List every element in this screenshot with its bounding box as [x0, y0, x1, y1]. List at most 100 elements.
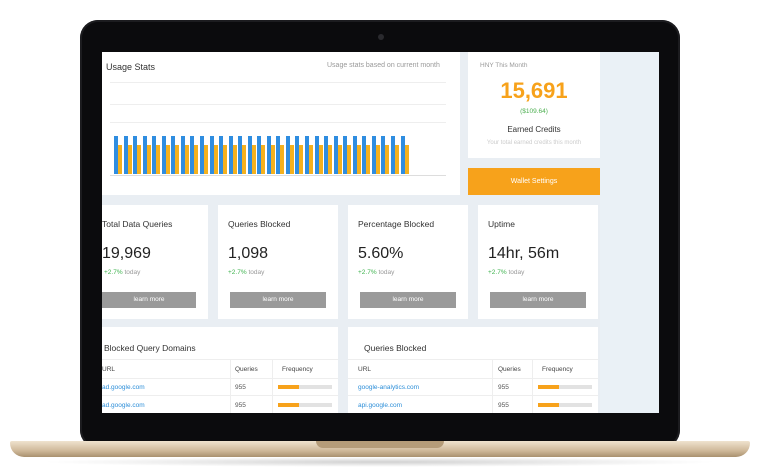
- laptop-base: [10, 441, 750, 457]
- usage-bar-primary: [161, 136, 166, 174]
- usage-bar-primary: [390, 136, 395, 174]
- column-header-frequency[interactable]: Frequency: [542, 366, 573, 373]
- column-header-queries[interactable]: Queries: [498, 366, 521, 373]
- row-url-link[interactable]: google-analytics.com: [358, 384, 420, 391]
- column-header-url[interactable]: URL: [358, 366, 372, 373]
- learn-more-button[interactable]: learn more: [102, 292, 196, 308]
- usage-bar-primary: [257, 136, 262, 174]
- stat-name: Queries Blocked: [228, 219, 291, 229]
- usage-bar-secondary: [203, 145, 208, 174]
- row-queries: 955: [498, 402, 509, 409]
- blocked-query-domains-table: Blocked Query Domains URL Queries Freque…: [102, 327, 338, 413]
- column-divider: [272, 359, 273, 413]
- usage-bar-primary: [142, 136, 147, 174]
- wallet-settings-button[interactable]: Wallet Settings: [468, 168, 600, 195]
- row-url-link[interactable]: ad.google.com: [102, 384, 145, 391]
- usage-bar-primary: [209, 136, 214, 174]
- stat-change-value: +2.7%: [488, 269, 507, 276]
- learn-more-button[interactable]: learn more: [230, 292, 326, 308]
- usage-bar-primary: [152, 136, 157, 174]
- usage-bar-primary: [371, 136, 376, 174]
- usage-bar-primary: [343, 136, 348, 174]
- usage-bar-primary: [324, 136, 329, 174]
- usage-bar-secondary: [299, 145, 304, 174]
- column-header-frequency[interactable]: Frequency: [282, 366, 313, 373]
- stat-value: 14hr, 56m: [488, 245, 560, 262]
- column-divider: [230, 359, 231, 413]
- usage-bar-primary: [123, 136, 128, 174]
- stat-value: 19,969: [102, 245, 151, 262]
- usage-bar-secondary: [118, 145, 122, 174]
- column-divider: [492, 359, 493, 413]
- learn-more-button[interactable]: learn more: [360, 292, 456, 308]
- row-queries: 955: [498, 384, 509, 391]
- divider: [102, 378, 338, 379]
- hny-label: HNY This Month: [480, 62, 528, 69]
- usage-bar-secondary: [213, 145, 218, 174]
- divider: [348, 359, 598, 360]
- usage-stats-card: Usage Stats Usage stats based on current…: [102, 52, 460, 195]
- hny-value: 15,691: [500, 78, 568, 103]
- camera-icon: [378, 34, 384, 40]
- table-title: Blocked Query Domains: [104, 343, 196, 353]
- frequency-fill: [278, 385, 299, 389]
- divider: [348, 395, 598, 396]
- row-queries: 955: [235, 384, 246, 391]
- hny-card: HNY This Month 15,691 ($109.64) Earned C…: [468, 52, 600, 158]
- stat-change: +2.7% today: [488, 269, 524, 276]
- stat-value: 1,098: [228, 245, 269, 262]
- usage-bar-secondary: [289, 145, 294, 174]
- column-divider: [532, 359, 533, 413]
- stat-change: +2.7% today: [104, 269, 140, 276]
- divider: [348, 378, 598, 379]
- stat-name: Uptime: [488, 219, 515, 229]
- row-url-link[interactable]: ad.google.com: [102, 402, 145, 409]
- frequency-fill: [538, 385, 559, 389]
- usage-bar-secondary: [223, 145, 228, 174]
- laptop-shadow: [40, 457, 720, 467]
- stat-card-total-queries: Total Data Queries 19,969 +2.7% today le…: [102, 205, 208, 319]
- usage-bar-secondary: [156, 145, 161, 174]
- laptop-notch: [316, 441, 444, 448]
- usage-bar-primary: [333, 136, 338, 174]
- usage-bar-secondary: [127, 145, 132, 174]
- usage-bar-primary: [171, 136, 176, 174]
- row-url-link[interactable]: api.google.com: [358, 402, 403, 409]
- usage-stats-subtitle: Usage stats based on current month: [327, 62, 440, 69]
- column-header-url[interactable]: URL: [102, 366, 116, 373]
- stat-change-value: +2.7%: [104, 269, 123, 276]
- usage-bar-secondary: [347, 145, 352, 174]
- frequency-bar: [278, 403, 332, 407]
- usage-bar-secondary: [232, 145, 237, 174]
- usage-bar-secondary: [318, 145, 323, 174]
- column-header-queries[interactable]: Queries: [235, 366, 258, 373]
- stat-change-suffix: today: [248, 269, 265, 276]
- frequency-fill: [278, 403, 299, 407]
- usage-bar-secondary: [328, 145, 333, 174]
- frequency-fill: [538, 403, 559, 407]
- stat-card-percentage-blocked: Percentage Blocked 5.60% +2.7% today lea…: [348, 205, 468, 319]
- usage-bar-primary: [295, 136, 300, 174]
- usage-bar-primary: [381, 136, 386, 174]
- divider: [110, 82, 446, 83]
- usage-bar-secondary: [165, 145, 170, 174]
- stat-value: 5.60%: [358, 245, 404, 262]
- right-panel: [600, 52, 659, 413]
- gridline: [110, 104, 446, 105]
- stat-change: +2.7% today: [228, 269, 264, 276]
- dashboard-screen: Usage Stats Usage stats based on current…: [102, 52, 659, 413]
- divider: [102, 395, 338, 396]
- usage-bar-secondary: [261, 145, 266, 174]
- stat-change-suffix: today: [378, 269, 395, 276]
- usage-bar-primary: [190, 136, 195, 174]
- earned-credits-label: Earned Credits: [507, 125, 561, 134]
- usage-bar-primary: [276, 136, 281, 174]
- stat-change-value: +2.7%: [358, 269, 377, 276]
- usage-bar-secondary: [366, 145, 371, 174]
- learn-more-button[interactable]: learn more: [490, 292, 586, 308]
- usage-bar-secondary: [137, 145, 142, 174]
- usage-bar-secondary: [280, 145, 285, 174]
- hny-usd-value: ($109.64): [520, 108, 548, 115]
- usage-bar-primary: [362, 136, 367, 174]
- frequency-bar: [538, 385, 592, 389]
